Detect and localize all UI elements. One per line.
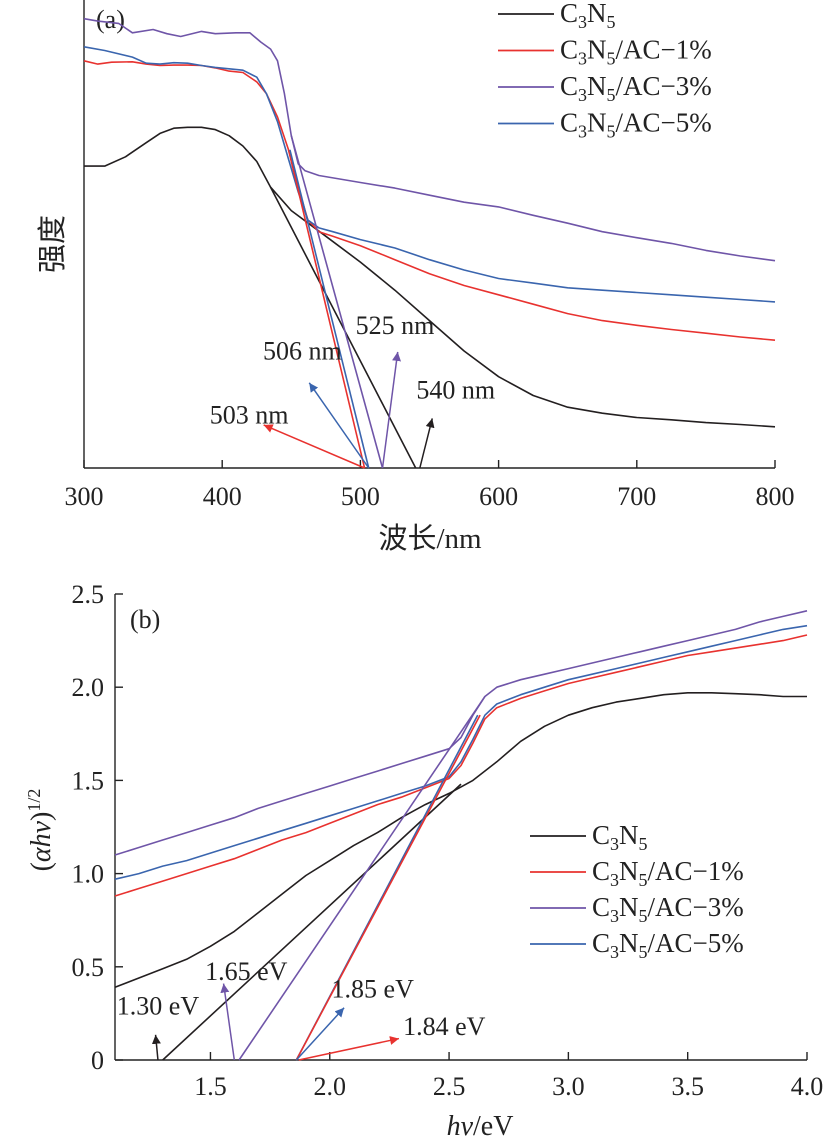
annotation-arrow-ac3 [381, 351, 402, 469]
x-tick-label: 3.5 [671, 1072, 704, 1101]
y-tick-label: 1.0 [72, 860, 105, 889]
tangent-line-c3n5 [162, 783, 462, 1061]
panel-b: 1.5 2.0 2.5 3.0 3.5 4.0 00.51.01.52.02.5 (b) … [24, 580, 823, 1142]
x-tick-label: 1.5 [194, 1072, 227, 1101]
x-tick-label: 700 [617, 482, 656, 511]
tangent-line-ac5 [289, 149, 370, 469]
panel-b-label: (b) [130, 605, 160, 634]
tangent-line-ac1 [287, 149, 366, 469]
x-tick-label: 400 [203, 482, 242, 511]
legend-label-ac3: C3N5/AC−3% [592, 892, 744, 926]
x-tick-label: 600 [479, 482, 518, 511]
x-tick-label: 3.0 [552, 1072, 585, 1101]
series-line-c3n5 [114, 691, 807, 989]
x-tick-label: 4.0 [791, 1072, 824, 1101]
series-line-ac1 [114, 634, 808, 897]
y-tick-label: 2.5 [72, 580, 105, 609]
annotation-label-ac3: 1.65 eV [205, 957, 288, 986]
panel-b-x-ticks: 1.5 2.0 2.5 3.0 3.5 4.0 [194, 1052, 823, 1101]
panel-a: 300 400 500 600 700 800 (a) 波长/nm 强度 503 nm50… [36, 0, 795, 555]
annotation-arrow-c3n5 [419, 418, 435, 469]
x-tick-label: 300 [65, 482, 104, 511]
annotation-arrow-ac5 [295, 1007, 345, 1061]
panel-a-y-axis-label: 强度 [36, 215, 69, 273]
annotation-arrow-ac3 [220, 983, 236, 1061]
panel-b-x-axis-label: hv/eV [447, 1111, 514, 1142]
panel-b-y-ticks: 0 0.5 1.0 1.5 2.0 2.5 [72, 580, 123, 1075]
panel-a-tangents [269, 135, 417, 469]
tangent-line-ac3 [290, 135, 384, 469]
annotation-arrow-ac5 [308, 382, 370, 469]
panel-a-axes [83, 0, 775, 469]
x-tick-label: 2.5 [433, 1072, 466, 1101]
series-line-ac1 [83, 60, 776, 341]
panel-a-x-axis-label: 波长/nm [378, 522, 482, 555]
y-tick-label: 0.5 [72, 953, 105, 982]
tangent-line-ac3 [238, 696, 486, 1061]
annotation-label-ac5: 1.85 eV [332, 975, 415, 1004]
panel-b-axes [114, 594, 807, 1061]
panel-b-tangents [162, 696, 486, 1061]
x-tick-label: 500 [341, 482, 380, 511]
annotation-arrow-ac1 [298, 1036, 400, 1061]
legend-label-ac3: C3N5/AC−3% [560, 71, 712, 105]
panel-b-annotations: 1.30 eV1.65 eV 1.85 eV 1.84 eV [117, 957, 486, 1061]
annotation-label-c3n5: 1.30 eV [117, 991, 200, 1020]
y-tick-label: 2.0 [72, 673, 105, 702]
panel-a-label: (a) [96, 5, 125, 34]
legend-label-c3n5: C3N5 [592, 820, 648, 854]
series-line-ac5 [114, 624, 808, 880]
tangent-line-c3n5 [269, 186, 417, 469]
annotation-label-ac1: 1.84 eV [403, 1012, 486, 1041]
y-tick-label: 0 [91, 1046, 104, 1075]
tangent-line-ac1 [295, 714, 481, 1061]
legend-label-ac1: C3N5/AC−1% [592, 856, 744, 890]
panel-a-x-ticks: 300 400 500 600 700 800 [65, 460, 795, 511]
annotation-label-ac3: 525 nm [356, 311, 435, 340]
x-tick-label: 800 [756, 482, 795, 511]
panel-a-annotations: 503 nm 506 nm 525 nm 540 nm [210, 311, 495, 469]
x-tick-label: 2.0 [314, 1072, 347, 1101]
legend-label-ac1: C3N5/AC−1% [560, 35, 712, 69]
annotation-label-ac1: 503 nm [210, 401, 289, 430]
panel-b-series [114, 610, 808, 989]
annotation-arrow-c3n5 [151, 1034, 161, 1061]
legend-label-c3n5: C3N5 [560, 0, 616, 32]
legend-label-ac5: C3N5/AC−5% [560, 108, 712, 142]
series-line-ac3 [114, 610, 808, 856]
panel-b-y-axis-label: (αhv)1/2 [24, 789, 57, 872]
annotation-label-c3n5: 540 nm [416, 376, 495, 405]
annotation-label-ac5: 506 nm [263, 336, 342, 365]
legend-label-ac5: C3N5/AC−5% [592, 928, 744, 962]
annotation-arrow-ac1 [263, 424, 365, 469]
y-tick-label: 1.5 [72, 766, 105, 795]
